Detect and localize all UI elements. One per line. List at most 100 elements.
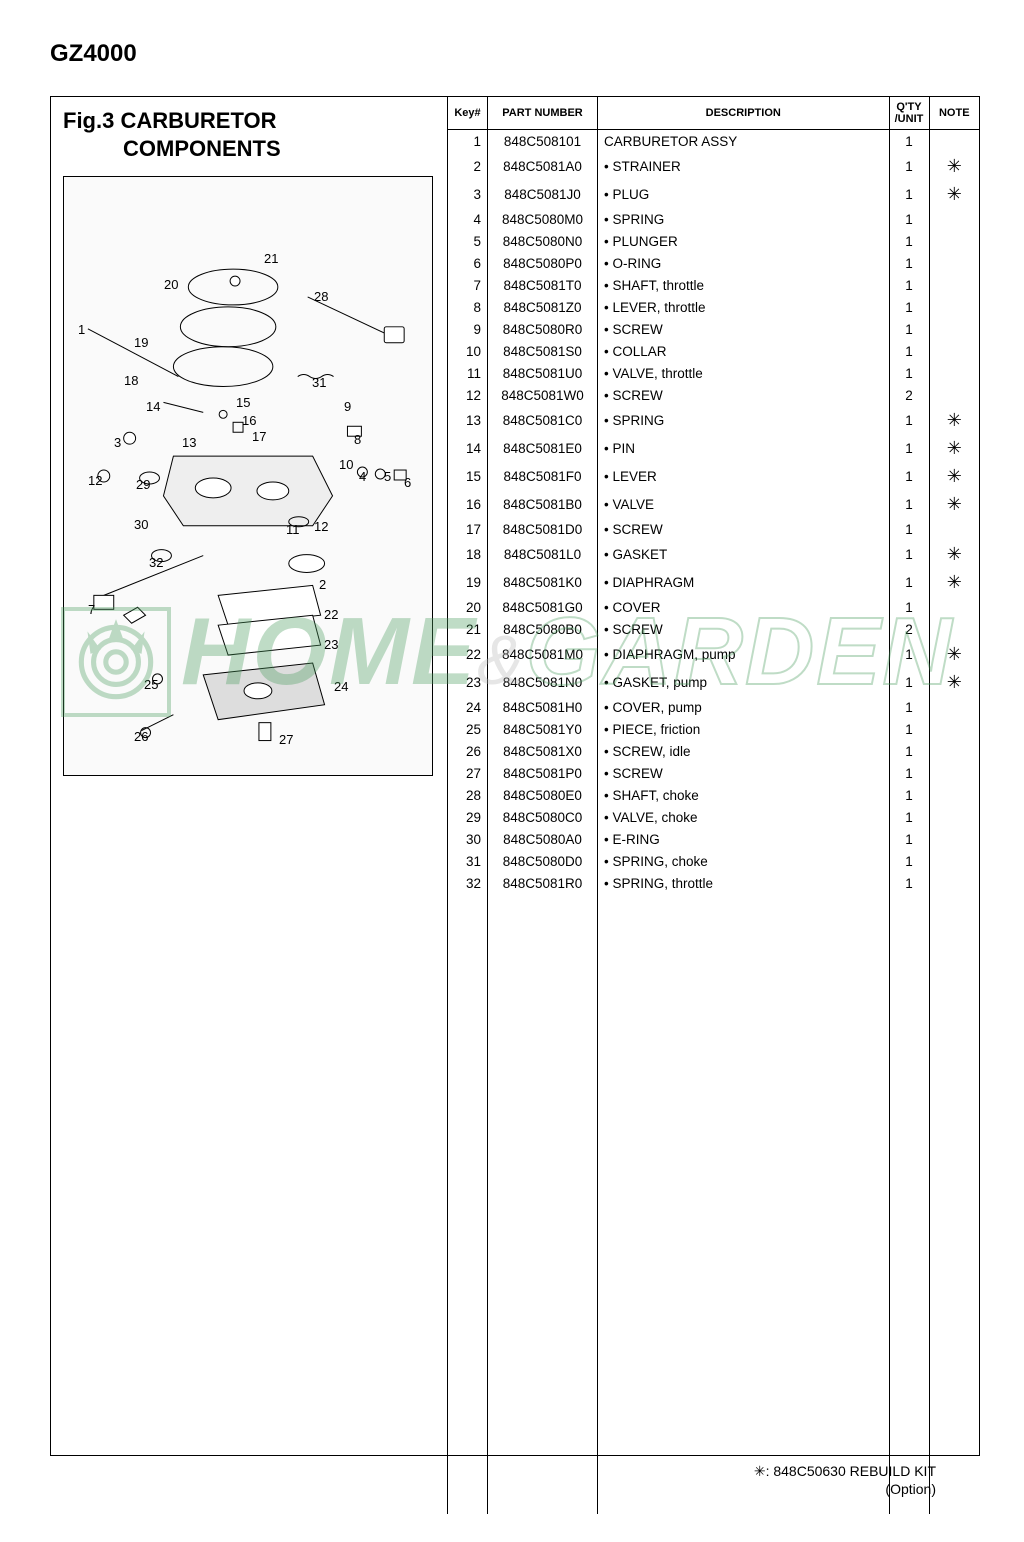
cell-key: 8 [448, 296, 488, 318]
cell-qty: 1 [889, 640, 929, 668]
cell-qty: 1 [889, 130, 929, 153]
callout-number: 2 [319, 577, 326, 592]
figure-line1: CARBURETOR [120, 108, 276, 133]
cell-desc: • SHAFT, choke [598, 784, 890, 806]
table-row: 22848C5081M0• DIAPHRAGM, pump1✳ [448, 640, 980, 668]
cell-note [929, 230, 979, 252]
col-header-part: PART NUMBER [488, 97, 598, 130]
cell-qty: 1 [889, 406, 929, 434]
callout-number: 30 [134, 517, 148, 532]
table-row: 9848C5080R0• SCREW1 [448, 318, 980, 340]
table-row: 21848C5080B0• SCREW2 [448, 618, 980, 640]
cell-part: 848C5080M0 [488, 208, 598, 230]
cell-note [929, 208, 979, 230]
cell-key: 18 [448, 540, 488, 568]
cell-desc: • SCREW [598, 762, 890, 784]
callout-number: 22 [324, 607, 338, 622]
callout-number: 10 [339, 457, 353, 472]
cell-key: 32 [448, 872, 488, 894]
callout-number: 27 [279, 732, 293, 747]
cell-qty: 1 [889, 274, 929, 296]
cell-desc: • SPRING, throttle [598, 872, 890, 894]
cell-part: 848C5081U0 [488, 362, 598, 384]
cell-desc: • VALVE, choke [598, 806, 890, 828]
cell-key: 16 [448, 490, 488, 518]
cell-part: 848C5081M0 [488, 640, 598, 668]
cell-desc: • COLLAR [598, 340, 890, 362]
cell-part: 848C5081F0 [488, 462, 598, 490]
cell-key: 11 [448, 362, 488, 384]
table-row: 20848C5081G0• COVER1 [448, 596, 980, 618]
cell-part: 848C5081E0 [488, 434, 598, 462]
cell-part: 848C5081X0 [488, 740, 598, 762]
cell-qty: 1 [889, 296, 929, 318]
cell-part: 848C5081W0 [488, 384, 598, 406]
cell-key: 1 [448, 130, 488, 153]
callout-number: 4 [359, 469, 366, 484]
callout-number: 32 [149, 555, 163, 570]
figure-line2: COMPONENTS [63, 135, 439, 163]
cell-part: 848C5081H0 [488, 696, 598, 718]
col-header-desc: DESCRIPTION [598, 97, 890, 130]
cell-key: 19 [448, 568, 488, 596]
cell-note: ✳ [929, 462, 979, 490]
left-panel: Fig.3 CARBURETOR COMPONENTS [51, 97, 447, 1455]
cell-desc: • SPRING, choke [598, 850, 890, 872]
cell-desc: • PLUNGER [598, 230, 890, 252]
table-row: 16848C5081B0• VALVE1✳ [448, 490, 980, 518]
cell-key: 23 [448, 668, 488, 696]
callout-number: 9 [344, 399, 351, 414]
cell-key: 10 [448, 340, 488, 362]
cell-part: 848C5081A0 [488, 152, 598, 180]
table-row: 6848C5080P0• O-RING1 [448, 252, 980, 274]
callout-number: 26 [134, 729, 148, 744]
cell-note: ✳ [929, 406, 979, 434]
cell-key: 7 [448, 274, 488, 296]
cell-qty: 1 [889, 540, 929, 568]
table-row: 31848C5080D0• SPRING, choke1 [448, 850, 980, 872]
callout-number: 29 [136, 477, 150, 492]
cell-qty: 1 [889, 762, 929, 784]
cell-note [929, 318, 979, 340]
cell-note [929, 130, 979, 153]
table-row: 8848C5081Z0• LEVER, throttle1 [448, 296, 980, 318]
cell-part: 848C5081G0 [488, 596, 598, 618]
cell-desc: • DIAPHRAGM [598, 568, 890, 596]
cell-key: 31 [448, 850, 488, 872]
cell-qty: 1 [889, 784, 929, 806]
cell-key: 3 [448, 180, 488, 208]
cell-note [929, 872, 979, 894]
table-row: 32848C5081R0• SPRING, throttle1 [448, 872, 980, 894]
cell-key: 6 [448, 252, 488, 274]
cell-part: 848C5080P0 [488, 252, 598, 274]
table-row: 23848C5081N0• GASKET, pump1✳ [448, 668, 980, 696]
cell-part: 848C5081Z0 [488, 296, 598, 318]
cell-qty: 1 [889, 518, 929, 540]
cell-part: 848C5081N0 [488, 668, 598, 696]
cell-qty: 1 [889, 252, 929, 274]
cell-qty: 2 [889, 618, 929, 640]
cell-part: 848C508101 [488, 130, 598, 153]
callout-number: 18 [124, 373, 138, 388]
exploded-diagram [64, 177, 432, 775]
cell-desc: • GASKET [598, 540, 890, 568]
main-box: HOME&GARDEN Fig.3 CARBURETOR COMPONENTS [50, 96, 980, 1456]
table-row: 14848C5081E0• PIN1✳ [448, 434, 980, 462]
cell-key: 25 [448, 718, 488, 740]
cell-desc: • LEVER [598, 462, 890, 490]
callout-number: 6 [404, 475, 411, 490]
cell-desc: • LEVER, throttle [598, 296, 890, 318]
cell-note [929, 340, 979, 362]
cell-qty: 1 [889, 340, 929, 362]
cell-note [929, 806, 979, 828]
cell-qty: 1 [889, 462, 929, 490]
table-row: 3848C5081J0• PLUG1✳ [448, 180, 980, 208]
callout-number: 11 [286, 522, 300, 537]
cell-part: 848C5081D0 [488, 518, 598, 540]
cell-key: 28 [448, 784, 488, 806]
cell-note [929, 274, 979, 296]
cell-key: 12 [448, 384, 488, 406]
cell-key: 21 [448, 618, 488, 640]
cell-part: 848C5081L0 [488, 540, 598, 568]
callout-number: 28 [314, 289, 328, 304]
